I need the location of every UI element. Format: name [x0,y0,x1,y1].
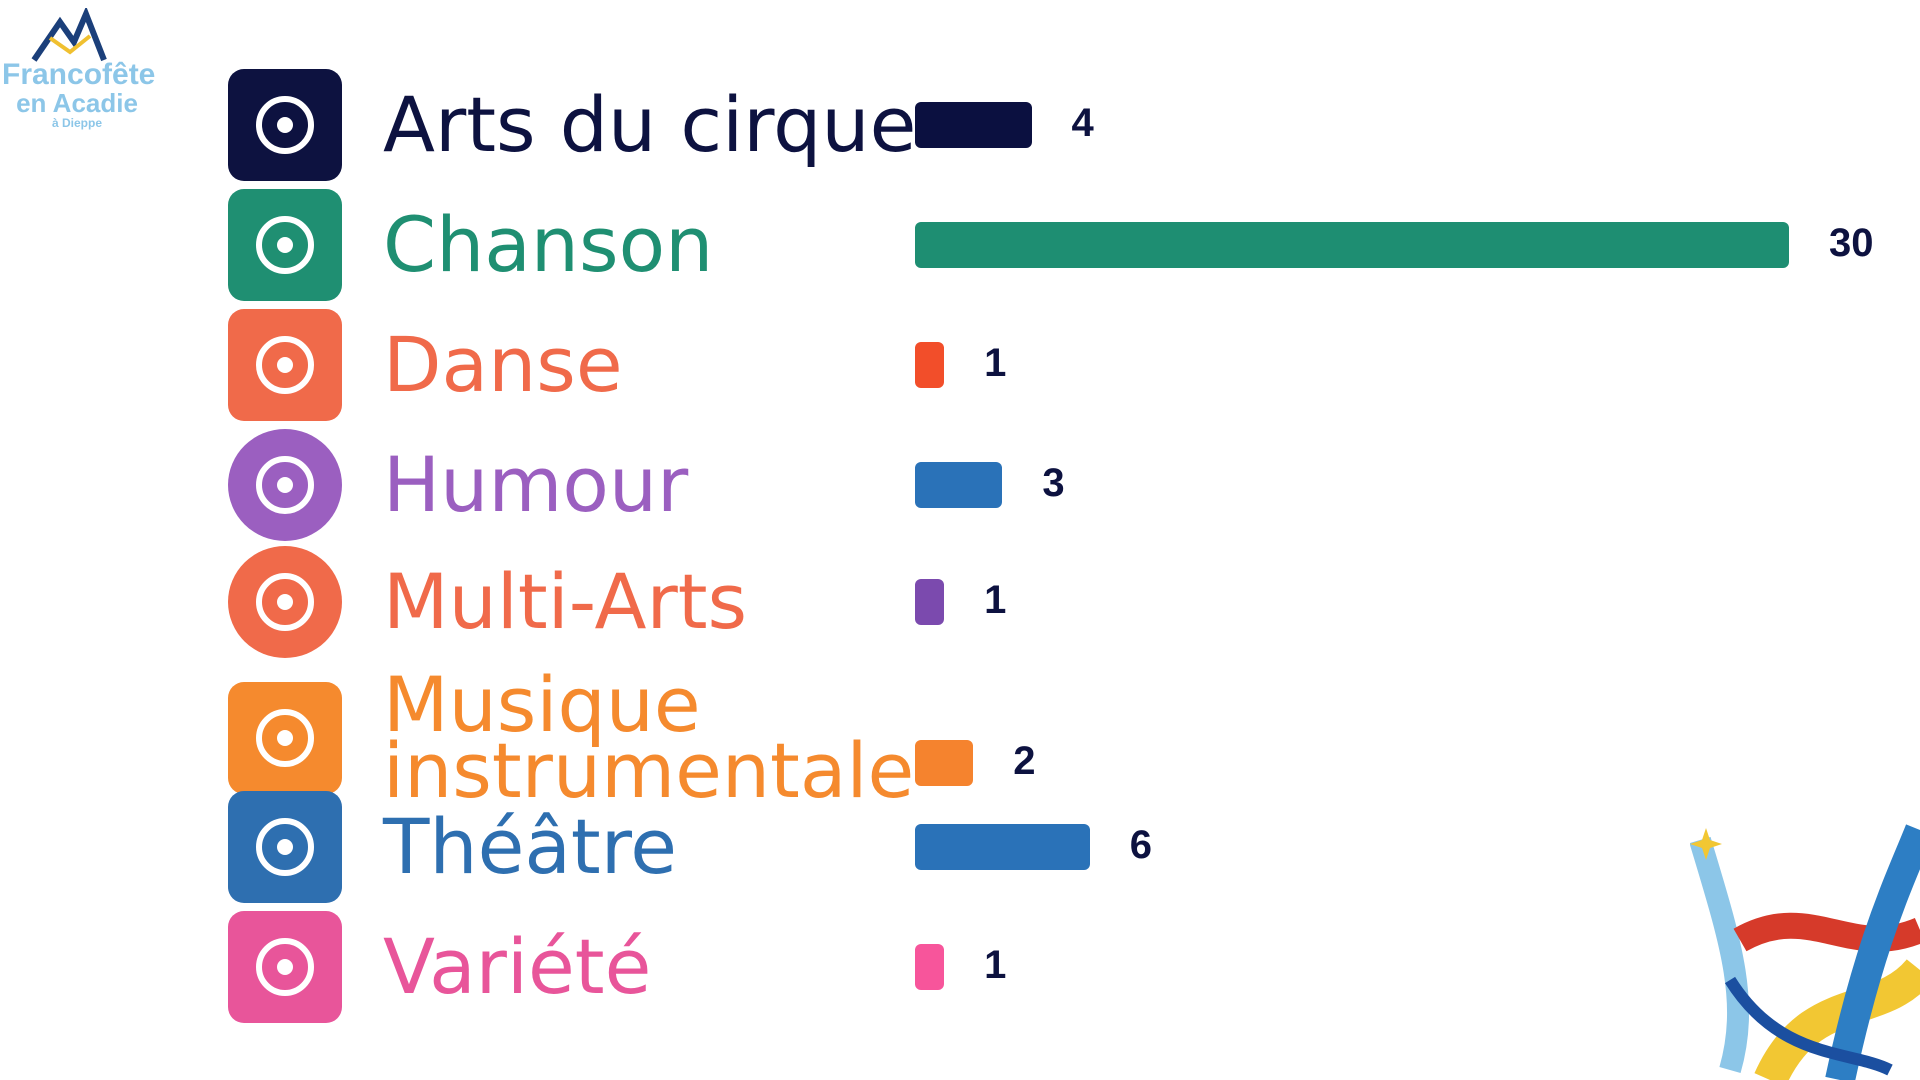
category-label: Arts du cirque [383,80,917,169]
bar [915,824,1090,870]
category-icon [228,309,342,421]
value-label: 30 [1829,221,1874,265]
category-label: Humour [383,440,689,529]
category-label: Chanson [383,200,714,289]
logo-text: Francofête [2,58,156,91]
value-label: 2 [1013,739,1036,783]
category-label: Théâtre [383,802,678,891]
category-label: Musique instrumentale [383,660,915,815]
category-label: Variété [383,922,652,1011]
bar [915,222,1789,268]
logo-text: en Acadie [16,88,138,118]
category-icon [228,546,342,658]
value-label: 1 [984,341,1007,385]
logo-text: à Dieppe [51,116,102,130]
value-label: 6 [1129,823,1153,867]
logo: Francofête en Acadie à Dieppe [0,0,160,140]
ribbons [1690,824,1920,1080]
category-icon [228,791,342,903]
bar [915,740,974,786]
bar [915,462,1003,508]
value-label: 1 [984,578,1007,622]
value-label: 4 [1071,101,1094,145]
category-icon [228,429,342,541]
category-label: Danse [383,320,623,409]
bar [915,944,945,990]
value-label: 1 [984,943,1007,987]
bar [915,102,1032,148]
bar [915,342,945,388]
category-icon [228,682,342,794]
category-icon [228,911,342,1023]
category-icon [228,69,342,181]
category-label: Multi-Arts [383,557,748,646]
bar [915,579,945,625]
logo-mark [31,8,107,62]
value-label: 3 [1042,461,1065,505]
category-icon [228,189,342,301]
